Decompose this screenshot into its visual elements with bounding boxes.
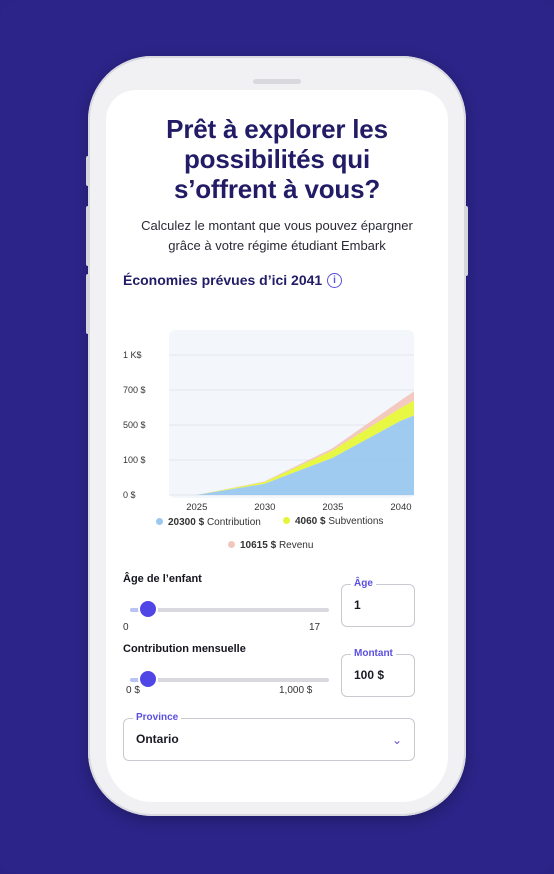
phone-frame: Prêt à explorer les possibilités qui s’o… [86, 56, 468, 816]
y-tick-label: 100 $ [123, 455, 146, 465]
page-subtitle: Calculez le montant que vous pouvez épar… [116, 216, 438, 256]
x-tick-label: 2035 [322, 502, 343, 510]
x-tick-label: 2040 [390, 502, 411, 510]
slider-track [130, 608, 329, 612]
slider-thumb[interactable] [140, 671, 156, 687]
title-line: Prêt à explorer les [166, 114, 388, 144]
amount-field-legend: Montant [351, 648, 396, 659]
legend-amount: 20300 $ [168, 517, 205, 528]
age-label: Âge de l’enfant [123, 573, 202, 585]
amount-field-value[interactable]: 100 $ [354, 668, 385, 682]
x-tick-label: 2025 [186, 502, 207, 510]
amount-field[interactable]: Montant 100 $ [341, 648, 415, 697]
legend-label: Subventions [328, 516, 384, 527]
legend-label: Contribution [206, 517, 261, 528]
title-line: possibilités qui [183, 144, 371, 174]
y-tick-label: 1 K$ [123, 350, 142, 360]
age-slider[interactable] [130, 600, 329, 620]
slider-fill [130, 678, 142, 682]
province-legend: Province [133, 712, 182, 723]
legend-dot [283, 517, 290, 524]
y-tick-label: 500 $ [123, 420, 146, 430]
contribution-label: Contribution mensuelle [123, 643, 246, 655]
chart-area-contribution [169, 415, 414, 495]
legend-item-contribution: 20300 $ Contribution [156, 517, 261, 528]
legend-dot [228, 541, 235, 548]
title-line: s’offrent à vous? [173, 174, 381, 204]
province-select[interactable]: Province Ontario ⌄ [123, 712, 415, 761]
legend-amount: 4060 $ [295, 516, 326, 527]
age-field-value[interactable]: 1 [354, 598, 361, 612]
slider-thumb[interactable] [140, 601, 156, 617]
phone-side-button [86, 206, 90, 266]
age-field[interactable]: Âge 1 [341, 578, 415, 627]
legend-dot [156, 518, 163, 525]
y-tick-label: 0 $ [123, 490, 136, 500]
phone-side-button [86, 274, 90, 334]
x-tick-label: 2030 [254, 502, 275, 510]
contribution-max: 1,000 $ [279, 685, 313, 696]
legend-item-subventions: 4060 $ Subventions [283, 516, 383, 527]
chevron-down-icon[interactable]: ⌄ [391, 733, 402, 747]
legend-amount: 10615 $ [240, 540, 277, 551]
subtitle-line: Calculez le montant que vous pouvez épar… [141, 218, 413, 233]
legend-label: Revenu [278, 540, 314, 551]
age-max: 17 [309, 622, 321, 633]
age-field-legend: Âge [351, 578, 376, 589]
savings-section-title: Économies prévues d’ici 2041 [123, 272, 323, 288]
legend-item-revenu: 10615 $ Revenu [228, 540, 313, 551]
page-title: Prêt à explorer les possibilités qui s’o… [106, 114, 448, 204]
province-value: Ontario [136, 732, 179, 746]
y-tick-label: 700 $ [123, 385, 146, 395]
contribution-slider[interactable] [130, 670, 329, 690]
info-icon[interactable]: i [327, 273, 342, 288]
subtitle-line: grâce à votre régime étudiant Embark [168, 238, 386, 253]
phone-speaker [253, 79, 301, 84]
age-min: 0 [123, 622, 129, 633]
phone-power-button [464, 206, 468, 276]
contribution-min: 0 $ [126, 685, 140, 696]
slider-fill [130, 608, 142, 612]
phone-screen: Prêt à explorer les possibilités qui s’o… [106, 90, 448, 802]
savings-chart: 0 $ 100 $ 500 $ 700 $ 1 K$ 2025 2030 2035 2040 [123, 330, 414, 510]
slider-track [130, 678, 329, 682]
phone-side-button [86, 156, 90, 186]
